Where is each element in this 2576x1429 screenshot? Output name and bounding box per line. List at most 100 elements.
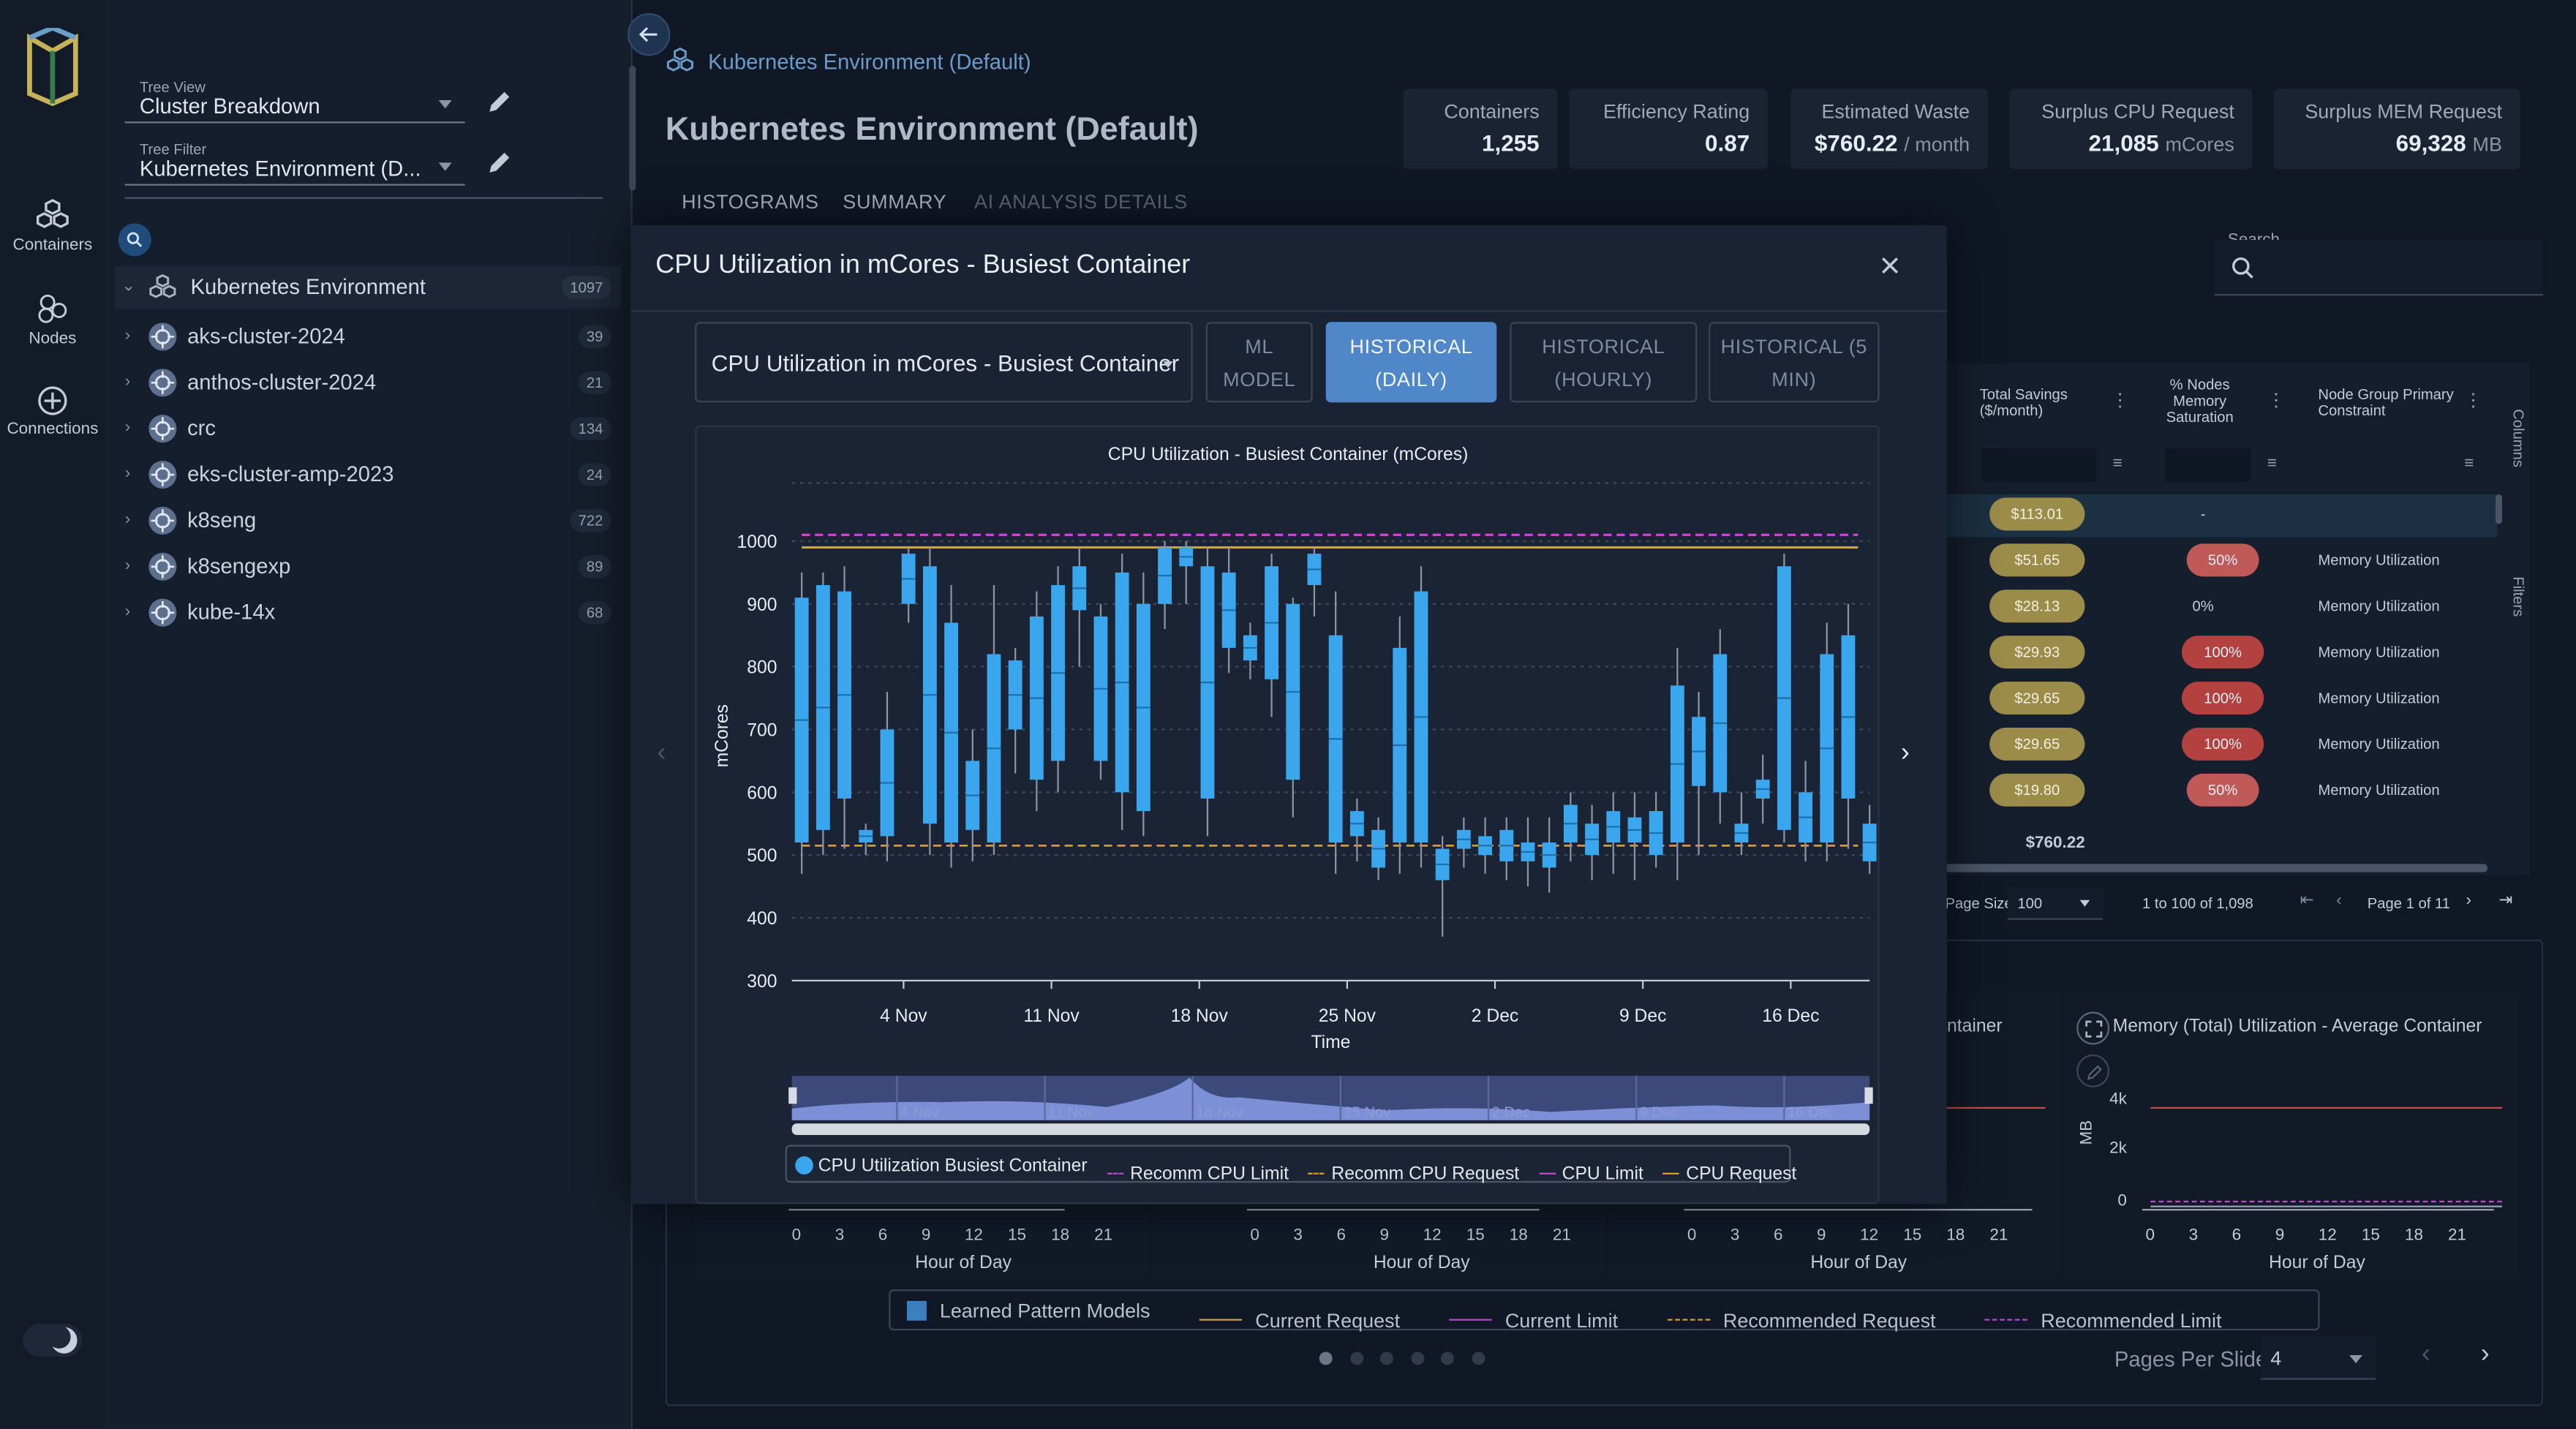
chevron-right-icon[interactable]: › — [124, 557, 131, 576]
prev-page-icon[interactable]: ‹ — [2336, 891, 2342, 910]
filter-input[interactable] — [1981, 448, 2097, 482]
app-logo-icon[interactable] — [23, 28, 82, 107]
navigator-handle-left[interactable] — [788, 1087, 797, 1104]
metric-select[interactable]: CPU Utilization in mCores - Busiest Cont… — [695, 322, 1193, 403]
tree-item[interactable]: › crc 134 — [118, 407, 618, 450]
edit-icon[interactable] — [486, 149, 513, 176]
pages-per-slide-select[interactable]: 4 — [2260, 1337, 2376, 1380]
search-input[interactable] — [2214, 239, 2544, 296]
column-header-savings[interactable]: Total Savings ($/month) — [1979, 385, 2068, 419]
savings-badge: $113.01 — [1989, 497, 2085, 531]
hour-tick: 12 — [964, 1226, 983, 1245]
rail-containers[interactable]: Containers — [0, 197, 105, 254]
search-icon — [127, 232, 143, 247]
tree-item[interactable]: › k8sengexp 89 — [118, 546, 618, 588]
collapse-panel-button[interactable] — [628, 12, 671, 56]
legend-item[interactable]: Recomm CPU Request — [1308, 1164, 1519, 1183]
tree-root-row[interactable]: ⌄ Kubernetes Environment 1097 — [115, 265, 622, 309]
tree-item[interactable]: › anthos-cluster-2024 21 — [118, 361, 618, 404]
chart-prev-icon[interactable]: ‹ — [657, 739, 666, 767]
legend-item[interactable]: Recommended Request — [1667, 1308, 1936, 1331]
tree-view-select[interactable]: Tree View Cluster Breakdown — [124, 79, 465, 124]
column-header-saturation[interactable]: % Nodes Memory Saturation — [2166, 376, 2234, 426]
chevron-right-icon[interactable]: › — [124, 326, 131, 345]
historical-hourly-button[interactable]: HISTORICAL (HOURLY) — [1510, 322, 1698, 403]
chevron-right-icon[interactable]: › — [124, 372, 131, 391]
tree-search-button[interactable] — [118, 223, 151, 257]
tree-item[interactable]: › k8seng 722 — [118, 499, 618, 542]
column-header-constraint[interactable]: Node Group Primary Constraint — [2318, 385, 2454, 419]
slide-dot[interactable] — [1319, 1351, 1333, 1365]
slide-dot[interactable] — [1349, 1351, 1363, 1365]
chevron-right-icon[interactable]: › — [124, 418, 131, 437]
legend-item[interactable]: CPU Request — [1662, 1164, 1796, 1183]
hour-tick: 3 — [1293, 1226, 1303, 1245]
legend-item[interactable]: Learned Pattern Models — [906, 1300, 1150, 1322]
close-icon[interactable]: × — [1879, 244, 1901, 286]
tree-item[interactable]: › kube-14x 68 — [118, 592, 618, 634]
expand-button[interactable] — [2076, 1011, 2110, 1045]
legend-item[interactable]: Current Limit — [1449, 1308, 1618, 1331]
tab-summary[interactable]: SUMMARY — [843, 190, 947, 214]
tab-histograms[interactable]: HISTOGRAMS — [682, 190, 819, 214]
edit-icon[interactable] — [486, 88, 513, 115]
stat-value-row: 0.87 — [1569, 129, 1750, 156]
theme-toggle[interactable] — [23, 1324, 83, 1357]
last-page-icon[interactable]: ⇥ — [2498, 891, 2513, 910]
tree-item-count: 68 — [578, 601, 611, 625]
side-columns-tab[interactable]: Columns — [2510, 409, 2527, 468]
slider-prev-icon[interactable]: ‹ — [2421, 1340, 2430, 1368]
legend-item[interactable]: CPU Utilization Busiest Container — [795, 1155, 1088, 1175]
slider-next-icon[interactable]: › — [2480, 1340, 2490, 1368]
chevron-right-icon[interactable]: › — [124, 464, 131, 483]
tab-ai-analysis[interactable]: AI ANALYSIS DETAILS — [973, 190, 1188, 214]
first-page-icon[interactable]: ⇤ — [2300, 891, 2314, 910]
rail-nodes[interactable]: Nodes — [0, 291, 105, 348]
vertical-scrollbar[interactable] — [2495, 494, 2502, 524]
candlestick-chart[interactable]: CPU Utilization - Busiest Container (mCo… — [660, 427, 1881, 1206]
column-menu-icon[interactable]: ⋮ — [2111, 391, 2130, 411]
button-line: HISTORICAL — [1349, 335, 1473, 358]
tree-filter-select[interactable]: Tree Filter Kubernetes Environment (D... — [124, 141, 465, 186]
legend-item[interactable]: Current Request — [1199, 1308, 1401, 1332]
hour-tick: 9 — [921, 1226, 931, 1245]
legend-label: Current Request — [1255, 1308, 1401, 1332]
page-size-select[interactable]: 100 — [2007, 886, 2104, 920]
legend-item[interactable]: CPU Limit — [1539, 1164, 1643, 1183]
slide-dot[interactable] — [1471, 1351, 1485, 1365]
stat-value: 0.87 — [1704, 129, 1750, 157]
column-menu-icon[interactable]: ⋮ — [2464, 391, 2483, 411]
next-page-icon[interactable]: › — [2466, 891, 2472, 910]
legend-swatch — [1308, 1172, 1325, 1175]
navigator-scrollbar[interactable] — [791, 1123, 1870, 1135]
slide-dot[interactable] — [1440, 1351, 1454, 1365]
slide-dot[interactable] — [1379, 1351, 1393, 1365]
breadcrumb[interactable]: Kubernetes Environment (Default) — [708, 49, 1031, 75]
tree-item[interactable]: › aks-cluster-2024 39 — [118, 315, 618, 358]
column-menu-icon[interactable]: ⋮ — [2267, 391, 2286, 411]
legend-item[interactable]: Recomm CPU Limit — [1107, 1164, 1289, 1183]
historical-daily-button[interactable]: HISTORICAL (DAILY) — [1325, 322, 1497, 403]
historical-5min-button[interactable]: HISTORICAL (5 MIN) — [1709, 322, 1880, 403]
savings-badge: $28.13 — [1989, 589, 2085, 623]
button-line: (HOURLY) — [1554, 368, 1653, 391]
scrollbar[interactable] — [629, 65, 636, 191]
filter-icon[interactable]: ≡ — [2112, 455, 2123, 473]
navigator-handle-right[interactable] — [1864, 1087, 1873, 1104]
filter-icon[interactable]: ≡ — [2464, 455, 2474, 473]
ml-model-button[interactable]: ML MODEL — [1205, 322, 1313, 403]
side-filters-tab[interactable]: Filters — [2510, 576, 2527, 617]
filter-icon[interactable]: ≡ — [2267, 455, 2277, 473]
rail-connections[interactable]: Connections — [0, 385, 105, 439]
legend-item[interactable]: Recommended Limit — [1984, 1308, 2221, 1331]
chevron-right-icon[interactable]: › — [124, 603, 131, 621]
tree-item[interactable]: › eks-cluster-amp-2023 24 — [118, 453, 618, 496]
horizontal-scrollbar[interactable] — [1945, 864, 2488, 872]
edit-button[interactable] — [2076, 1054, 2110, 1087]
filter-input[interactable] — [2165, 448, 2251, 482]
slide-dot[interactable] — [1410, 1351, 1424, 1365]
chevron-down-icon — [2079, 900, 2090, 907]
metric-select-value: CPU Utilization in mCores - Busiest Cont… — [711, 350, 1180, 377]
chevron-right-icon[interactable]: › — [124, 510, 131, 529]
chart-next-icon[interactable]: › — [1900, 739, 1910, 767]
